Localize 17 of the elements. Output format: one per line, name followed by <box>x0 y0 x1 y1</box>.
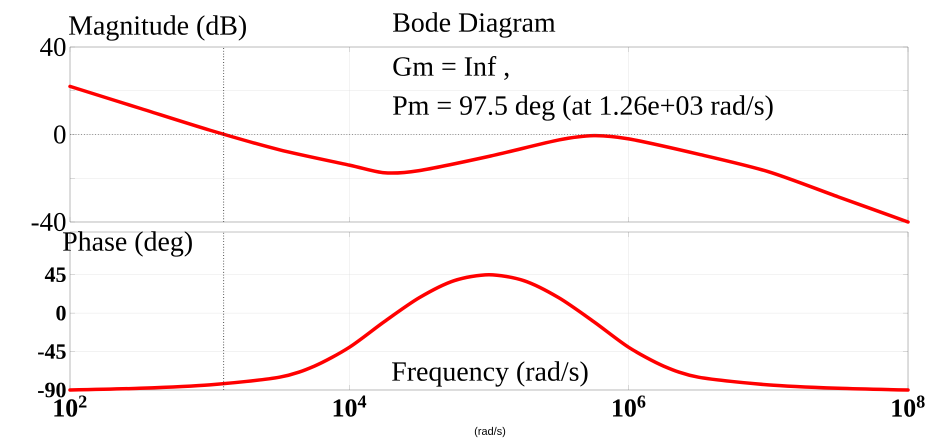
chart-title: Bode Diagram <box>393 12 556 38</box>
y-tick-label: 0 <box>54 125 66 144</box>
x-tick-label: 10$^{6}$ <box>613 396 646 417</box>
y-tick-label: -40 <box>32 212 66 232</box>
text: (rad/s) <box>474 426 506 438</box>
y-tick-label: 40 <box>40 38 66 56</box>
x-tick-label: 10$^{4}$ <box>334 396 366 417</box>
y-tick-label: -90 <box>38 382 66 398</box>
x-axis-title: Frequency (rad/s) <box>392 361 588 387</box>
x-tick-label: 10$^{8}$ <box>892 396 925 417</box>
y-tick-label: 45 <box>44 267 66 282</box>
y-axis-title: Magnitude (dB) <box>68 15 246 41</box>
annotation: Pm = 97.5 deg (at 1.26e+03 rad/s) <box>393 95 773 121</box>
y-tick-label: -45 <box>38 344 66 359</box>
annotation: Gm = Inf , <box>393 56 508 80</box>
y-tick-label: 0 <box>56 306 66 321</box>
y-axis-title: Phase (deg) <box>62 231 192 257</box>
